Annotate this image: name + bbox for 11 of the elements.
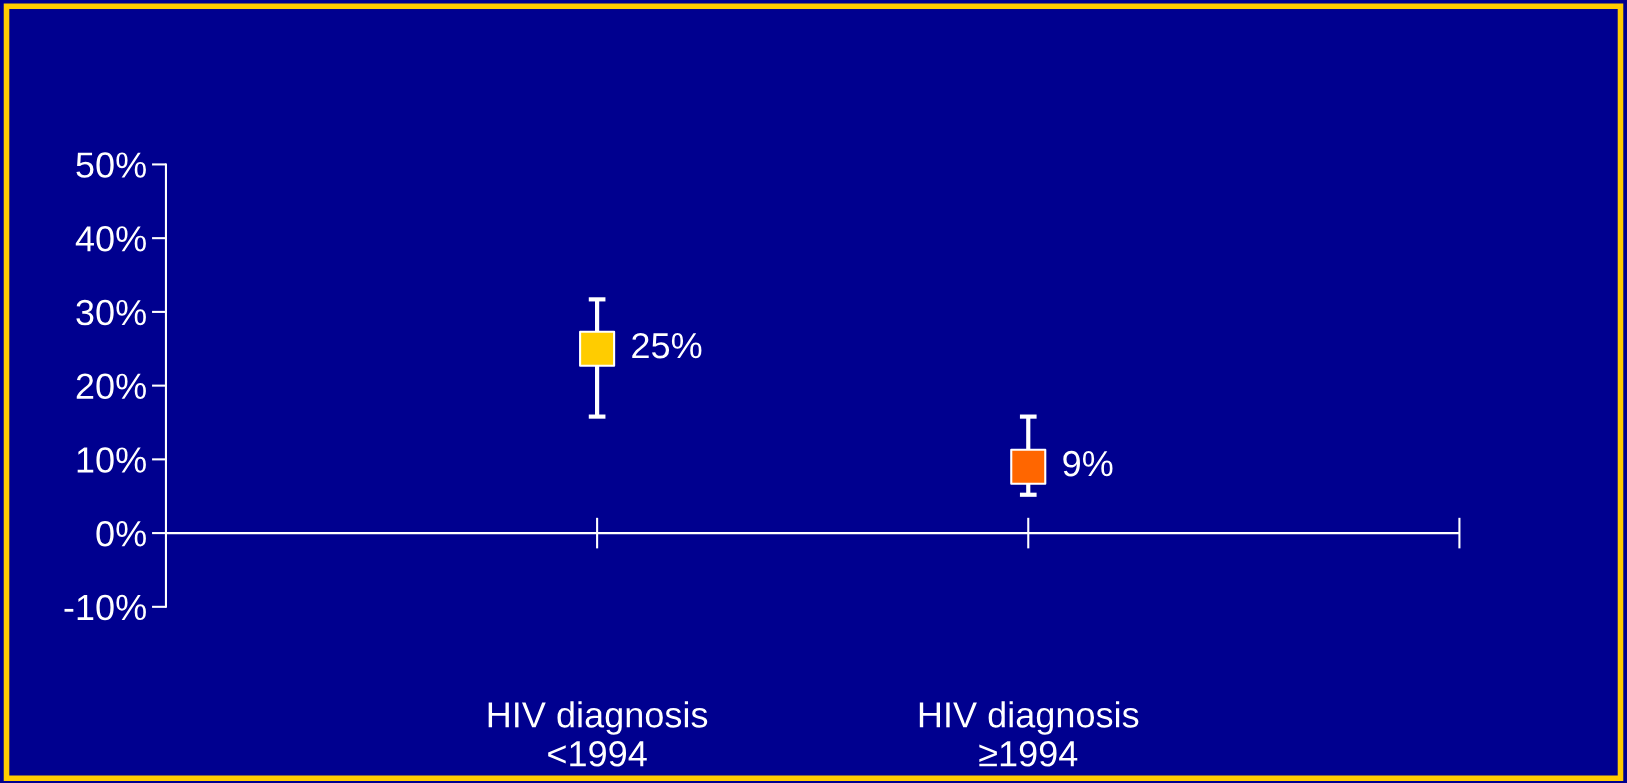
- data-label: 9%: [1063, 450, 1113, 477]
- y-tick-label: -10%: [64, 594, 146, 621]
- x-tick-label: HIV diagnosis ≥1994: [919, 701, 1139, 767]
- y-tick-label: 40%: [75, 226, 146, 252]
- y-tick-label: 0%: [96, 520, 146, 547]
- y-tick-label: 50%: [76, 152, 146, 178]
- y-tick-label: 30%: [76, 299, 146, 326]
- x-tick-label: HIV diagnosis <1994: [488, 701, 708, 767]
- y-tick-label: 20%: [76, 373, 146, 400]
- y-tick-label: 10%: [77, 447, 146, 473]
- data-label: 25%: [632, 332, 702, 359]
